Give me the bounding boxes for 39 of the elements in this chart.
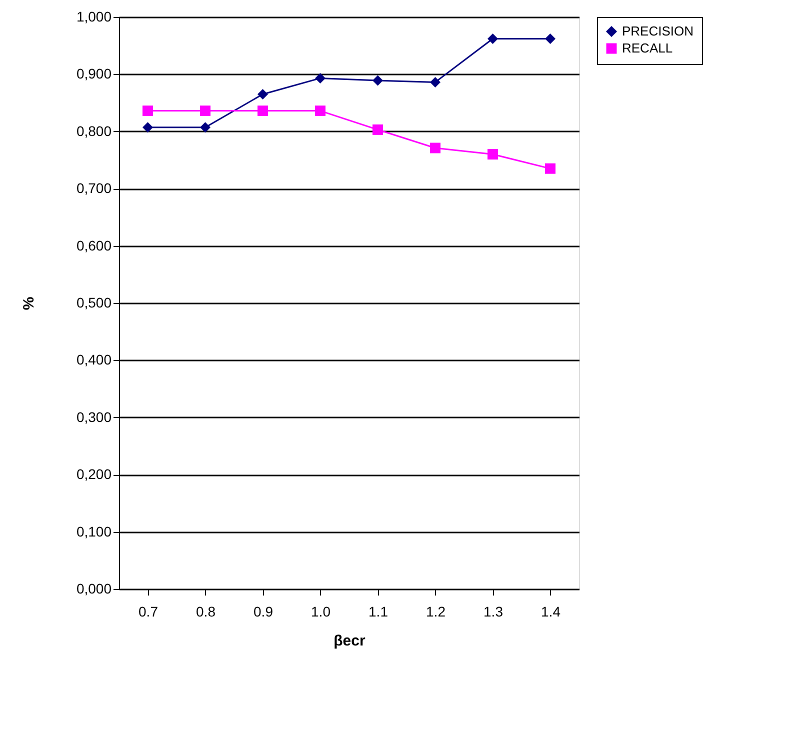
x-tick-label: 1.2 (426, 604, 446, 620)
point (315, 106, 326, 116)
x-tick-label: 1.3 (484, 604, 504, 620)
point (315, 72, 326, 84)
x-tick-label: 0.9 (254, 604, 274, 620)
y-tick-label: 0,800 (76, 122, 112, 139)
y-axis-title: % (20, 296, 38, 310)
legend-label: PRECISION (622, 24, 694, 38)
y-tick-label: 1,000 (76, 8, 112, 24)
y-tick-label: 0,900 (76, 66, 112, 82)
point (430, 76, 440, 88)
y-tick-label: 0,600 (76, 237, 112, 254)
point (545, 33, 556, 44)
y-tick-label: 0,100 (76, 523, 112, 540)
point (258, 106, 268, 116)
point (430, 142, 440, 154)
point (488, 33, 498, 44)
x-tick-label: 1.1 (368, 604, 388, 620)
y-tick-label: 0,700 (76, 180, 112, 196)
point (200, 106, 210, 116)
x-tick-label: 1.4 (541, 604, 561, 620)
y-tick-label: 0,400 (76, 352, 112, 368)
y-tick-label: 0,000 (76, 580, 112, 596)
legend-label: RECALL (622, 40, 673, 56)
x-tick-label: 1.0 (311, 604, 331, 620)
point (372, 124, 383, 135)
y-tick-label: 0,200 (76, 466, 112, 482)
y-tick-label: 0,300 (76, 408, 112, 425)
point (488, 149, 498, 160)
point (200, 122, 210, 133)
point (545, 163, 556, 174)
x-axis-title: βecr (334, 632, 366, 650)
point (372, 75, 383, 86)
point (142, 122, 153, 133)
x-tick-label: 0.8 (196, 604, 216, 620)
x-tick-label: 0.7 (138, 604, 158, 620)
point (142, 106, 153, 116)
point (258, 88, 268, 100)
y-tick-label: 0,500 (76, 294, 112, 310)
